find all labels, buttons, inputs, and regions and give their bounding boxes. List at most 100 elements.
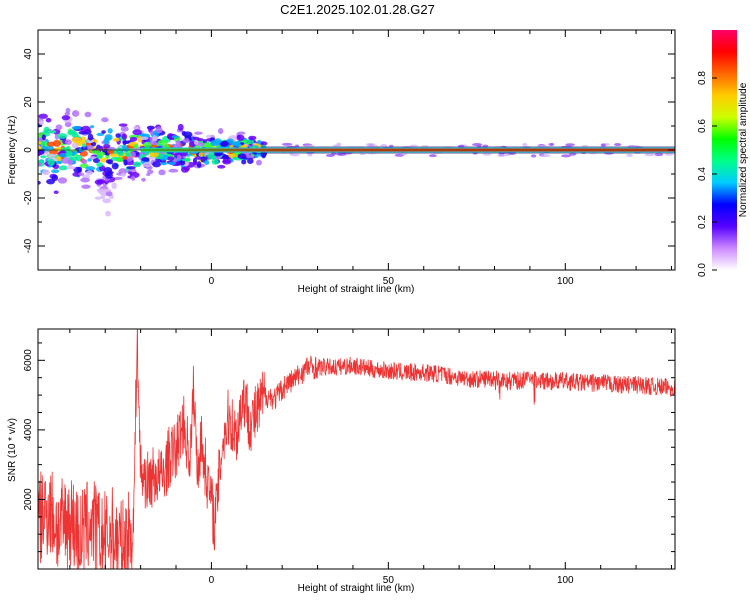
spectrogram-blob bbox=[428, 154, 437, 158]
spectrogram-blob bbox=[99, 157, 108, 163]
spectrogram-blob bbox=[64, 121, 72, 128]
spectrogram-blob bbox=[222, 159, 229, 164]
spectrogram-y-tick-label: 20 bbox=[23, 96, 34, 108]
snr-ticks: 0 50 100 2000 4000 6000 bbox=[23, 329, 675, 586]
spectrogram-blob bbox=[90, 125, 95, 129]
spectrogram-blob bbox=[103, 143, 111, 149]
spectrogram-blob bbox=[96, 179, 106, 184]
spectrogram-blob bbox=[102, 198, 112, 204]
spectrogram-blob bbox=[160, 162, 168, 166]
spectrogram-blob bbox=[116, 157, 124, 161]
spectrogram-blob bbox=[38, 141, 42, 145]
spectrogram-blob bbox=[198, 152, 204, 157]
spectrogram-blob bbox=[193, 160, 198, 165]
colorbar-bar bbox=[712, 30, 737, 270]
spectrogram-blob bbox=[53, 190, 59, 195]
spectrogram-blob bbox=[184, 138, 190, 144]
spectrogram-blob bbox=[196, 161, 202, 168]
spectrogram-blob bbox=[147, 169, 154, 175]
spectrogram-blob bbox=[236, 134, 245, 141]
spectrogram-blob bbox=[38, 162, 43, 167]
spectrogram-blob bbox=[152, 135, 158, 142]
spectrogram-blob bbox=[654, 153, 664, 157]
spectrogram-blob bbox=[175, 140, 181, 147]
spectrogram-blob bbox=[181, 131, 187, 136]
spectrogram-blob bbox=[143, 141, 152, 148]
spectrogram-blob bbox=[539, 154, 551, 158]
spectrogram-blob bbox=[482, 152, 492, 156]
spectrogram-panel: 0 50 100 -40 -20 0 20 40 Height of straight lin… bbox=[7, 29, 676, 295]
spectrogram-blob bbox=[107, 149, 115, 155]
spectrogram-blob bbox=[105, 191, 113, 197]
spectrogram-blob bbox=[140, 136, 149, 141]
page-title: C2E1.2025.102.01.28.G27 bbox=[280, 2, 435, 17]
spectrogram-blob bbox=[256, 159, 262, 166]
spectrogram-blob bbox=[54, 160, 62, 165]
spectrogram-x-tick-label: 0 bbox=[209, 276, 215, 287]
spectrogram-blob bbox=[80, 177, 90, 183]
spectrogram-blob bbox=[105, 210, 111, 217]
spectrogram-blob bbox=[210, 140, 218, 144]
spectrogram-blob bbox=[41, 134, 46, 141]
spectrogram-blob bbox=[61, 115, 71, 121]
colorbar-tick-label: 0.4 bbox=[697, 167, 708, 181]
spectrogram-blob bbox=[90, 150, 101, 154]
spectrogram-blob bbox=[84, 111, 92, 118]
spectrogram-blob bbox=[71, 125, 82, 130]
spectrogram-blob bbox=[111, 162, 119, 170]
spectrogram-blob bbox=[111, 182, 117, 190]
spectrogram-blob bbox=[96, 162, 104, 168]
spectrogram-blob bbox=[97, 188, 106, 195]
spectrogram-blob bbox=[130, 175, 136, 181]
snr-y-tick-label: 6000 bbox=[23, 349, 34, 372]
spectrogram-blob bbox=[38, 151, 43, 156]
spectrogram-blob bbox=[38, 180, 41, 185]
spectrogram-blob bbox=[471, 143, 483, 147]
spectrogram-blob bbox=[71, 131, 79, 139]
spectrogram-blob bbox=[78, 172, 85, 176]
spectrogram-blob bbox=[71, 142, 79, 149]
spectrogram-blob bbox=[80, 125, 91, 133]
spectrogram-blob bbox=[193, 139, 199, 145]
spectrogram-blob bbox=[168, 161, 176, 166]
spectrogram-blob bbox=[122, 156, 128, 160]
spectrogram-blob bbox=[141, 177, 146, 182]
spectrogram-blob bbox=[101, 130, 106, 134]
spectrogram-blob bbox=[47, 158, 55, 166]
snr-frame bbox=[37, 328, 676, 570]
spectrogram-blob bbox=[81, 159, 88, 164]
colorbar: 0.0 0.2 0.4 0.6 0.8 Normalized spectral ampl… bbox=[697, 30, 749, 277]
spectrogram-blob bbox=[168, 168, 179, 173]
spectrogram-blob bbox=[57, 133, 68, 139]
spectrogram-blob bbox=[86, 170, 94, 176]
spectrogram-blob bbox=[380, 144, 388, 148]
spectrogram-blob bbox=[204, 160, 210, 166]
spectrogram-blob bbox=[133, 126, 139, 130]
spectrogram-blob bbox=[82, 143, 87, 148]
spectrogram-content bbox=[38, 107, 675, 217]
spectrogram-blob bbox=[359, 152, 366, 156]
spectrogram-blob bbox=[281, 142, 293, 146]
spectrogram-blob bbox=[64, 139, 72, 145]
spectrogram-blob bbox=[85, 166, 96, 171]
spectrogram-blob bbox=[497, 153, 506, 157]
spectrogram-blob bbox=[207, 152, 216, 160]
spectrogram-blob bbox=[237, 131, 246, 135]
spectrogram-blob bbox=[42, 169, 50, 176]
spectrogram-blob bbox=[129, 136, 138, 142]
spectrogram-blob bbox=[176, 154, 182, 161]
spectrogram-blob bbox=[181, 158, 191, 162]
spectrogram-blob bbox=[365, 143, 376, 147]
spectrogram-blob bbox=[220, 140, 229, 148]
spectrogram-blob bbox=[56, 155, 62, 161]
spectrogram-blob bbox=[48, 130, 57, 134]
spectrogram-blob bbox=[120, 126, 129, 132]
snr-content bbox=[38, 329, 675, 569]
spectrogram-blob bbox=[155, 126, 163, 134]
snr-x-tick-label: 100 bbox=[557, 575, 574, 586]
spectrogram-blob bbox=[65, 150, 73, 158]
snr-x-tick-label: 0 bbox=[209, 575, 215, 586]
spectrogram-blob bbox=[307, 153, 313, 157]
spectrogram-blob bbox=[68, 156, 79, 161]
snr-x-tick-label: 50 bbox=[383, 575, 395, 586]
